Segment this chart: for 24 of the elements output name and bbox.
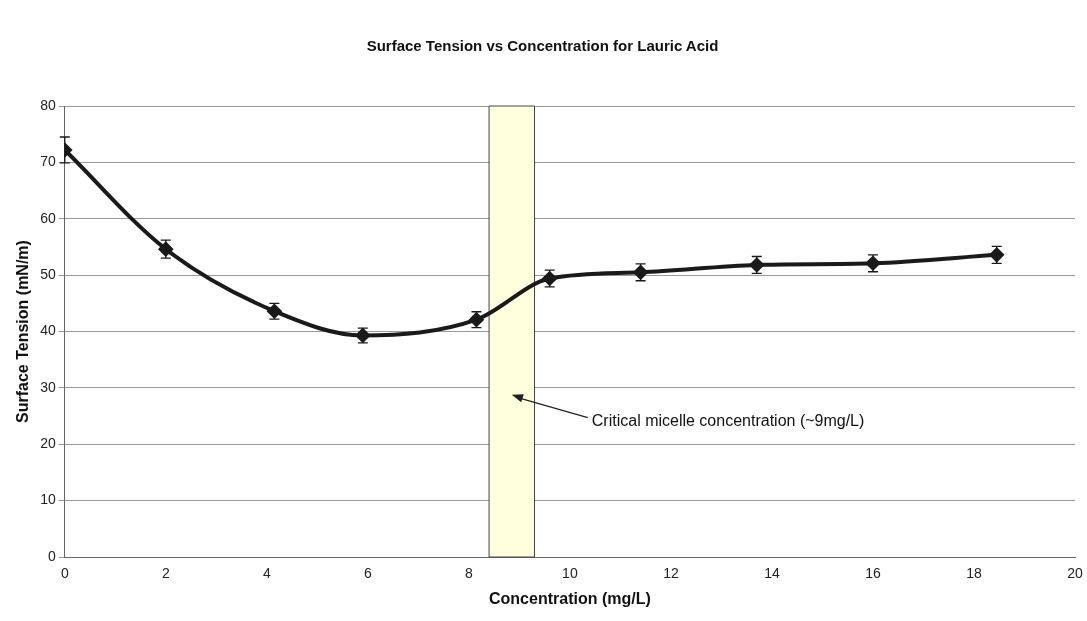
y-tick-label: 0 (47, 547, 56, 564)
x-tick-label: 6 (363, 565, 372, 582)
annotation: Critical micelle concentration (~9mg/L) (591, 412, 865, 430)
x-tick-label: 16 (865, 565, 881, 582)
y-tick-label: 80 (40, 96, 56, 113)
y-tick-label: 70 (40, 153, 56, 170)
y-axis-title: Surface Tension (mN/m) (14, 240, 32, 423)
x-tick-label: 4 (262, 565, 271, 582)
x-tick-label: 2 (161, 565, 170, 582)
y-tick-label: 20 (40, 435, 56, 452)
y-tick-label: 50 (40, 265, 56, 282)
y-tick-label: 10 (40, 491, 56, 508)
chart-title: Surface Tension vs Concentration for Lauric Acid (366, 37, 719, 55)
x-axis-title: Concentration (mg/L) (489, 589, 651, 607)
x-tick-label: 14 (764, 565, 780, 582)
x-tick-label: 8 (464, 565, 473, 582)
y-tick-label: 60 (40, 209, 56, 226)
y-tick-label: 30 (40, 378, 56, 395)
x-tick-label: 10 (562, 565, 578, 582)
x-tick-label: 18 (966, 565, 982, 582)
x-tick-label: 0 (60, 565, 69, 582)
x-tick-label: 20 (1067, 565, 1083, 582)
x-tick-label: 12 (663, 565, 679, 582)
y-tick-label: 40 (40, 322, 56, 339)
